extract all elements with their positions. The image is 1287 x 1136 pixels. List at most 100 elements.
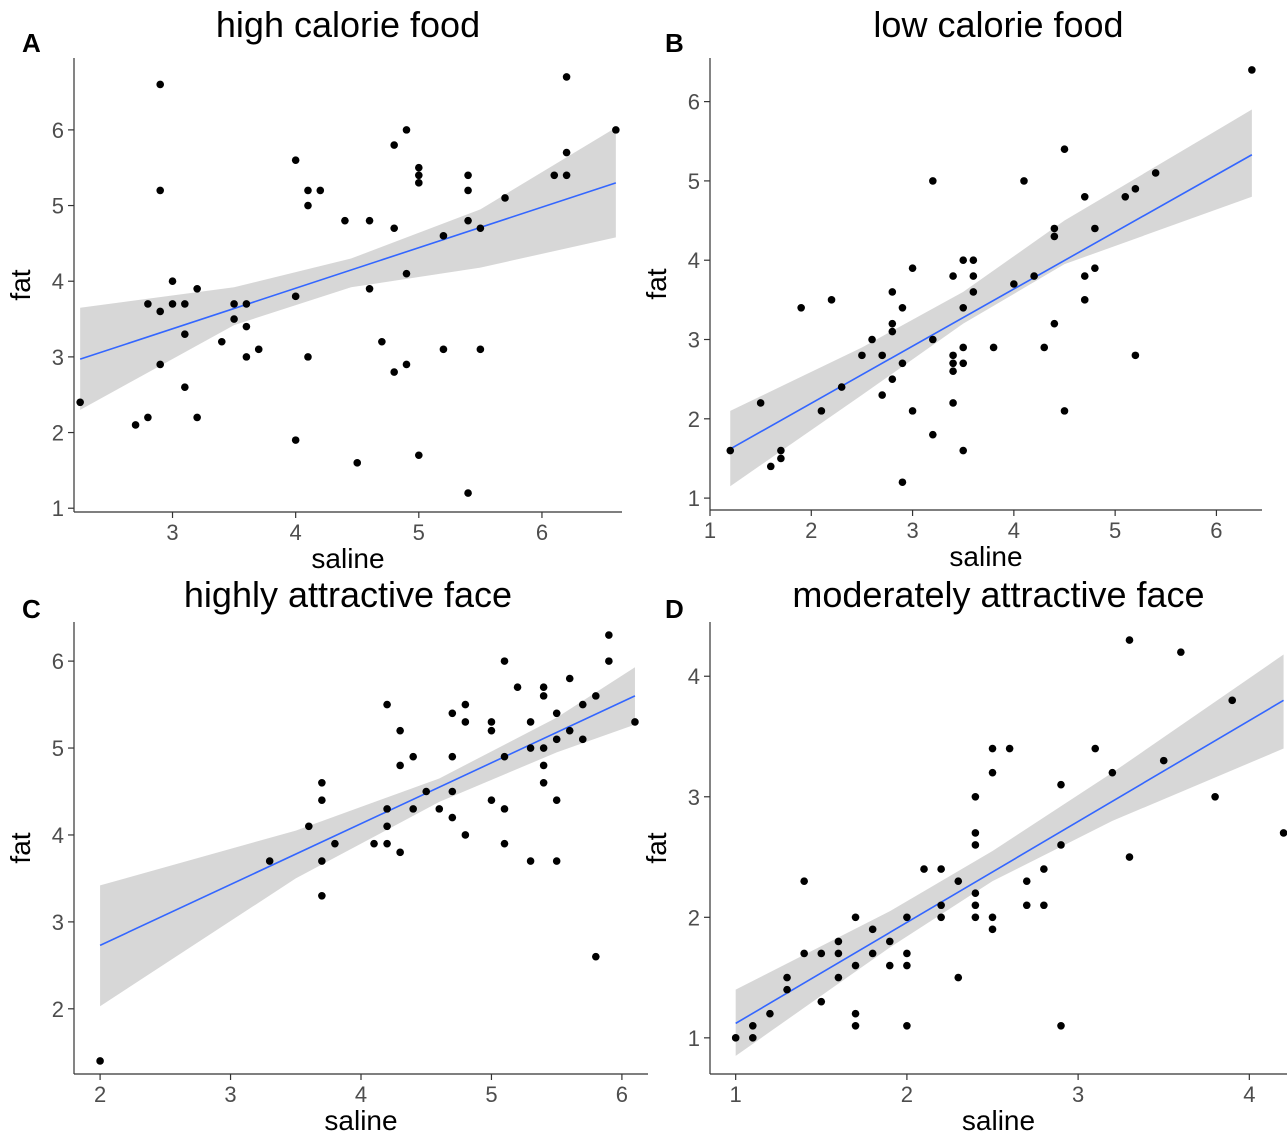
data-point (565, 674, 574, 683)
y-tick-label: 1 (688, 1026, 700, 1051)
data-point (949, 367, 957, 376)
chart-title: moderately attractive face (792, 574, 1205, 615)
data-point (378, 337, 386, 346)
data-point (402, 126, 411, 134)
data-point (1057, 780, 1065, 789)
data-point (1057, 841, 1065, 849)
data-point (318, 857, 326, 865)
data-point (1005, 744, 1014, 753)
data-point (304, 353, 312, 361)
data-point (749, 1034, 757, 1042)
data-point (552, 857, 561, 865)
x-tick-label: 4 (290, 520, 302, 545)
x-tick-label: 4 (1008, 518, 1020, 543)
data-point (605, 631, 613, 639)
data-point (817, 407, 826, 415)
panel-a: A high calorie food 3 4 5 6 1 2 3 4 5 6 saline fat (0, 0, 650, 574)
data-point (578, 700, 587, 709)
data-point (305, 822, 313, 831)
data-point (959, 359, 968, 368)
x-tick-label: 3 (906, 518, 918, 543)
data-point (949, 399, 957, 407)
data-point (989, 343, 998, 352)
x-tick-label: 2 (805, 518, 817, 543)
regression-line (735, 699, 1284, 1025)
data-point (817, 949, 826, 958)
data-point (1080, 296, 1089, 304)
data-point (929, 177, 937, 185)
data-point (193, 284, 201, 293)
data-point (903, 1021, 911, 1030)
data-point (539, 692, 548, 700)
data-point (501, 194, 509, 202)
y-tick-label: 2 (52, 421, 64, 446)
y-tick-label: 2 (52, 997, 64, 1022)
data-point (304, 201, 312, 210)
data-point (885, 937, 894, 946)
data-point (291, 436, 300, 444)
data-point (487, 718, 496, 726)
data-point (1060, 145, 1069, 153)
data-point (448, 752, 457, 761)
y-tick-label: 5 (52, 736, 64, 761)
data-point (800, 949, 808, 958)
data-point (396, 848, 404, 857)
data-point (1080, 272, 1089, 280)
data-point (181, 300, 189, 308)
data-point (908, 407, 917, 415)
data-point (181, 383, 189, 391)
data-point (383, 700, 391, 709)
data-point (409, 805, 417, 813)
data-point (562, 171, 571, 180)
data-point (415, 171, 423, 180)
y-tick-label: 2 (688, 905, 700, 930)
y-tick-label: 5 (52, 194, 64, 219)
data-point (1010, 280, 1018, 288)
data-point (756, 399, 765, 407)
data-point (383, 805, 391, 813)
x-axis-label: saline (324, 1105, 397, 1136)
data-point (144, 300, 152, 308)
data-point (949, 359, 957, 368)
data-point (435, 805, 444, 813)
data-point (291, 156, 300, 164)
data-point (500, 657, 509, 665)
data-point (1050, 224, 1059, 233)
x-tick-label: 6 (616, 1082, 628, 1107)
data-point (954, 877, 963, 885)
data-point (156, 307, 165, 316)
data-point (959, 446, 968, 455)
data-point (1022, 877, 1031, 885)
x-tick-label: 2 (94, 1082, 106, 1107)
data-point (316, 186, 325, 195)
data-point (800, 877, 808, 885)
x-tick-label: 6 (536, 520, 548, 545)
panel-c: C highly attractive face 2 3 4 5 6 2 3 4 5 6 salin… (0, 568, 650, 1136)
data-point (1050, 232, 1059, 241)
data-point (971, 913, 980, 922)
x-tick-label: 4 (355, 1082, 367, 1107)
data-point (476, 224, 485, 233)
data-point (1020, 177, 1028, 185)
data-point (461, 831, 470, 839)
data-point (988, 744, 997, 753)
x-tick-label: 6 (1210, 518, 1222, 543)
data-point (1040, 901, 1048, 910)
data-point (181, 330, 189, 338)
data-point (390, 141, 398, 149)
data-point (217, 337, 226, 346)
data-point (500, 752, 509, 761)
data-point (500, 839, 509, 848)
x-tick-label: 5 (1109, 518, 1121, 543)
data-point (76, 398, 84, 407)
data-point (1091, 264, 1099, 272)
data-point (851, 1021, 860, 1030)
data-point (539, 761, 548, 770)
data-point (920, 865, 928, 873)
data-point (464, 171, 472, 180)
chart-title: high calorie food (215, 4, 481, 45)
data-point (888, 327, 897, 336)
data-point (749, 1021, 757, 1030)
data-point (390, 224, 398, 233)
data-point (1091, 744, 1100, 753)
